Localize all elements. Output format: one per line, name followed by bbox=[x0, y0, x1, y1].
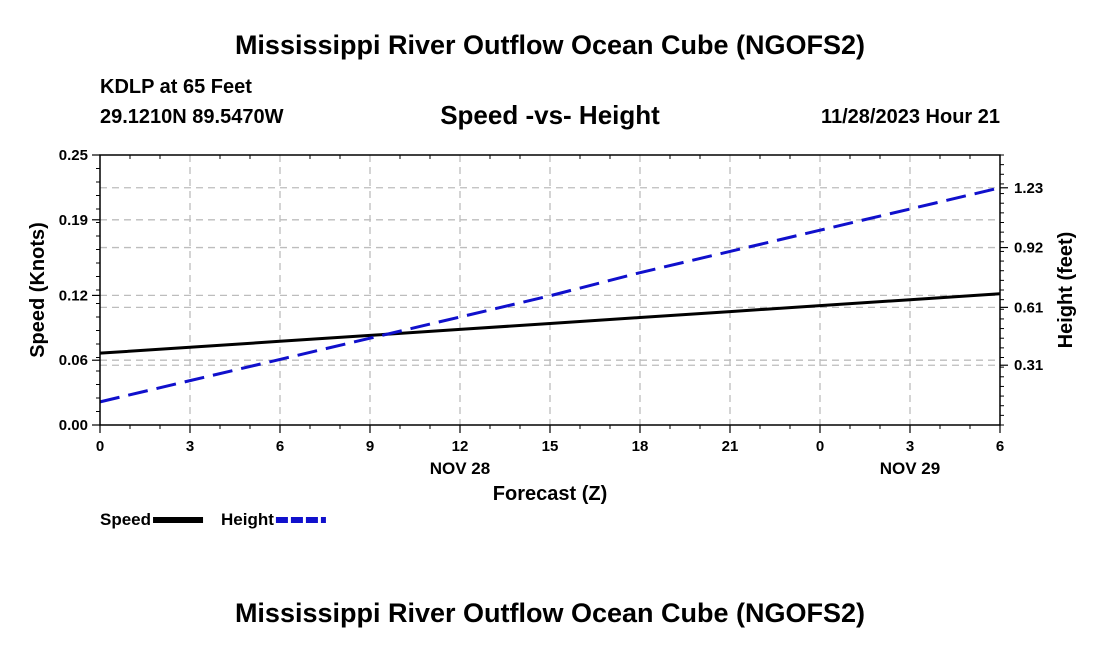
chart-subtitle: Speed -vs- Height bbox=[440, 100, 660, 130]
y-tick-label: 0.25 bbox=[59, 147, 88, 164]
legend-label: Speed bbox=[100, 510, 151, 529]
x-tick-label: 6 bbox=[996, 438, 1004, 455]
x-tick-label: 0 bbox=[96, 438, 104, 455]
y-tick-label: 0.12 bbox=[59, 287, 88, 304]
speed-series-line bbox=[99, 292, 1001, 355]
x-tick-label: 6 bbox=[276, 438, 284, 455]
y-tick-label: 0.19 bbox=[59, 212, 88, 229]
x-tick-label: 9 bbox=[366, 438, 374, 455]
legend-label: Height bbox=[221, 510, 274, 529]
chart-title: Mississippi River Outflow Ocean Cube (NG… bbox=[234, 30, 866, 60]
x-tick-label: 3 bbox=[186, 438, 194, 455]
y2-axis-title: Height (feet) bbox=[1055, 232, 1077, 349]
x-tick-label: 18 bbox=[632, 438, 649, 455]
forecast-timestamp: 11/28/2023 Hour 21 bbox=[820, 106, 1000, 128]
station-label: KDLP at 65 Feet bbox=[100, 76, 252, 98]
x-tick-label: 0 bbox=[816, 438, 824, 455]
date-label: NOV 28 bbox=[430, 459, 490, 478]
x-tick-label: 21 bbox=[722, 438, 739, 455]
legend: Speed Height bbox=[100, 510, 326, 529]
station-coordinates: 29.1210N 89.5470W bbox=[100, 106, 284, 128]
grid-lines bbox=[100, 155, 1000, 425]
x-axis-title: Forecast (Z) bbox=[493, 483, 607, 505]
series-lines bbox=[99, 186, 1001, 404]
height-series-line bbox=[99, 186, 1001, 404]
y2-tick-label: 1.23 bbox=[1014, 180, 1043, 197]
y-tick-label: 0.06 bbox=[59, 352, 88, 369]
axis-ticks bbox=[92, 154, 1008, 433]
y-tick-label: 0.00 bbox=[59, 417, 88, 434]
y2-tick-label: 0.61 bbox=[1014, 299, 1043, 316]
x-tick-label: 12 bbox=[452, 438, 469, 455]
y2-tick-label: 0.92 bbox=[1014, 240, 1043, 257]
axis-labels: 0 3 6 9 12 15 18 21 0 3 6 NOV 28 NOV 29 0.00 0.06 0.12 0… bbox=[59, 147, 1043, 478]
y2-tick-label: 0.31 bbox=[1014, 357, 1043, 374]
footer-title: Mississippi River Outflow Ocean Cube (NG… bbox=[234, 598, 866, 628]
date-label: NOV 29 bbox=[880, 459, 940, 478]
x-tick-label: 15 bbox=[542, 438, 559, 455]
y-axis-title: Speed (Knots) bbox=[27, 222, 49, 358]
x-tick-label: 3 bbox=[906, 438, 914, 455]
